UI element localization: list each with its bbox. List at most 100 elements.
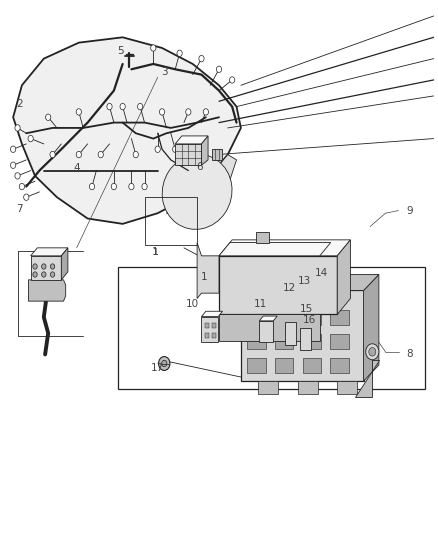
Text: 4: 4: [73, 163, 80, 173]
Polygon shape: [31, 248, 68, 256]
Circle shape: [216, 66, 222, 72]
Circle shape: [15, 125, 20, 131]
Polygon shape: [259, 316, 277, 321]
Circle shape: [15, 173, 20, 179]
Circle shape: [76, 151, 81, 158]
Polygon shape: [219, 240, 350, 256]
Bar: [330, 334, 349, 349]
Polygon shape: [175, 144, 201, 165]
Text: 17: 17: [151, 363, 164, 373]
Polygon shape: [337, 240, 350, 314]
Circle shape: [173, 146, 178, 152]
Polygon shape: [285, 322, 296, 345]
Bar: [275, 358, 293, 373]
Text: 1: 1: [200, 272, 207, 282]
Circle shape: [98, 151, 103, 158]
Circle shape: [366, 344, 379, 360]
Polygon shape: [219, 314, 320, 341]
Bar: [205, 323, 209, 328]
Circle shape: [155, 146, 160, 152]
Circle shape: [369, 348, 376, 356]
Bar: [205, 333, 209, 338]
Polygon shape: [166, 155, 237, 219]
Bar: [330, 358, 349, 373]
Bar: [303, 310, 321, 325]
Bar: [337, 381, 357, 394]
Polygon shape: [219, 256, 337, 314]
Circle shape: [11, 146, 16, 152]
Polygon shape: [241, 274, 379, 290]
Polygon shape: [219, 243, 331, 256]
Polygon shape: [197, 243, 219, 298]
Text: 15: 15: [300, 304, 313, 314]
Polygon shape: [31, 256, 61, 280]
Text: 12: 12: [283, 283, 296, 293]
Text: 3: 3: [161, 67, 168, 77]
Text: 6: 6: [196, 162, 203, 172]
Bar: [118, 266, 425, 389]
Text: 11: 11: [254, 299, 267, 309]
Polygon shape: [61, 248, 68, 280]
Circle shape: [33, 272, 37, 277]
Circle shape: [24, 194, 29, 200]
Circle shape: [50, 151, 55, 158]
Circle shape: [46, 114, 51, 120]
Circle shape: [129, 183, 134, 190]
Circle shape: [159, 109, 165, 115]
Bar: [212, 323, 216, 328]
Bar: [212, 333, 216, 338]
Circle shape: [159, 357, 170, 370]
Text: 8: 8: [406, 350, 413, 359]
Circle shape: [107, 103, 112, 110]
Bar: [298, 381, 318, 394]
Bar: [145, 197, 197, 245]
Polygon shape: [364, 274, 379, 381]
Polygon shape: [355, 360, 379, 397]
Bar: [247, 310, 266, 325]
Circle shape: [162, 360, 167, 367]
Bar: [247, 358, 266, 373]
Text: 10: 10: [186, 299, 199, 309]
Bar: [330, 310, 349, 325]
Text: 14: 14: [315, 268, 328, 278]
Circle shape: [42, 264, 46, 269]
Circle shape: [138, 103, 143, 110]
Polygon shape: [241, 290, 364, 381]
Circle shape: [230, 77, 235, 83]
Text: 13: 13: [298, 276, 311, 286]
Circle shape: [11, 162, 16, 168]
Bar: [212, 149, 222, 160]
Circle shape: [50, 272, 55, 277]
Circle shape: [111, 183, 117, 190]
Circle shape: [28, 135, 33, 142]
Polygon shape: [28, 280, 66, 301]
Circle shape: [50, 264, 55, 269]
Bar: [275, 310, 293, 325]
Text: 1: 1: [152, 248, 159, 257]
Polygon shape: [201, 317, 218, 342]
Polygon shape: [300, 328, 311, 350]
Polygon shape: [201, 311, 223, 317]
Bar: [258, 381, 278, 394]
Circle shape: [89, 183, 95, 190]
Circle shape: [142, 183, 147, 190]
Text: 9: 9: [406, 206, 413, 215]
Text: 7: 7: [16, 205, 23, 214]
Circle shape: [199, 55, 204, 62]
Ellipse shape: [162, 155, 232, 229]
Text: 2: 2: [16, 99, 23, 109]
Polygon shape: [13, 37, 241, 224]
Bar: [275, 334, 293, 349]
Polygon shape: [201, 136, 208, 165]
Polygon shape: [259, 321, 273, 342]
Bar: [303, 334, 321, 349]
Circle shape: [151, 45, 156, 51]
Circle shape: [203, 109, 208, 115]
Circle shape: [177, 50, 182, 56]
Text: 16: 16: [303, 315, 316, 325]
Bar: [247, 334, 266, 349]
Polygon shape: [175, 136, 208, 144]
Circle shape: [133, 151, 138, 158]
Circle shape: [76, 109, 81, 115]
Circle shape: [186, 109, 191, 115]
